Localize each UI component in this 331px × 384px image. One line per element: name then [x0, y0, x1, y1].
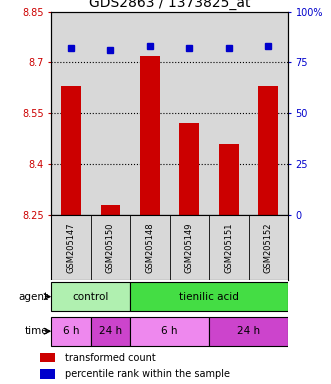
Bar: [130, 282, 288, 311]
Bar: [91, 316, 130, 346]
Bar: [130, 316, 209, 346]
Text: time: time: [25, 326, 48, 336]
Text: 24 h: 24 h: [99, 326, 122, 336]
Text: control: control: [72, 291, 109, 302]
Text: 24 h: 24 h: [237, 326, 260, 336]
Bar: [259, 86, 278, 215]
Text: 6 h: 6 h: [63, 326, 79, 336]
Bar: [179, 123, 199, 215]
Title: GDS2863 / 1373825_at: GDS2863 / 1373825_at: [89, 0, 250, 10]
Text: GSM205149: GSM205149: [185, 222, 194, 273]
Bar: [51, 316, 91, 346]
Text: percentile rank within the sample: percentile rank within the sample: [65, 369, 229, 379]
Text: tienilic acid: tienilic acid: [179, 291, 239, 302]
Bar: [40, 353, 55, 362]
Text: transformed count: transformed count: [65, 353, 155, 363]
Text: GSM205147: GSM205147: [67, 222, 75, 273]
Text: GSM205151: GSM205151: [224, 222, 233, 273]
Bar: [140, 56, 160, 215]
Text: GSM205152: GSM205152: [264, 222, 273, 273]
Bar: [51, 282, 130, 311]
Bar: [40, 369, 55, 379]
Bar: [219, 144, 239, 215]
Text: agent: agent: [18, 291, 48, 302]
Bar: [61, 86, 81, 215]
Text: 6 h: 6 h: [162, 326, 178, 336]
Text: GSM205148: GSM205148: [145, 222, 155, 273]
Bar: [209, 316, 288, 346]
Text: GSM205150: GSM205150: [106, 222, 115, 273]
Bar: [101, 205, 120, 215]
